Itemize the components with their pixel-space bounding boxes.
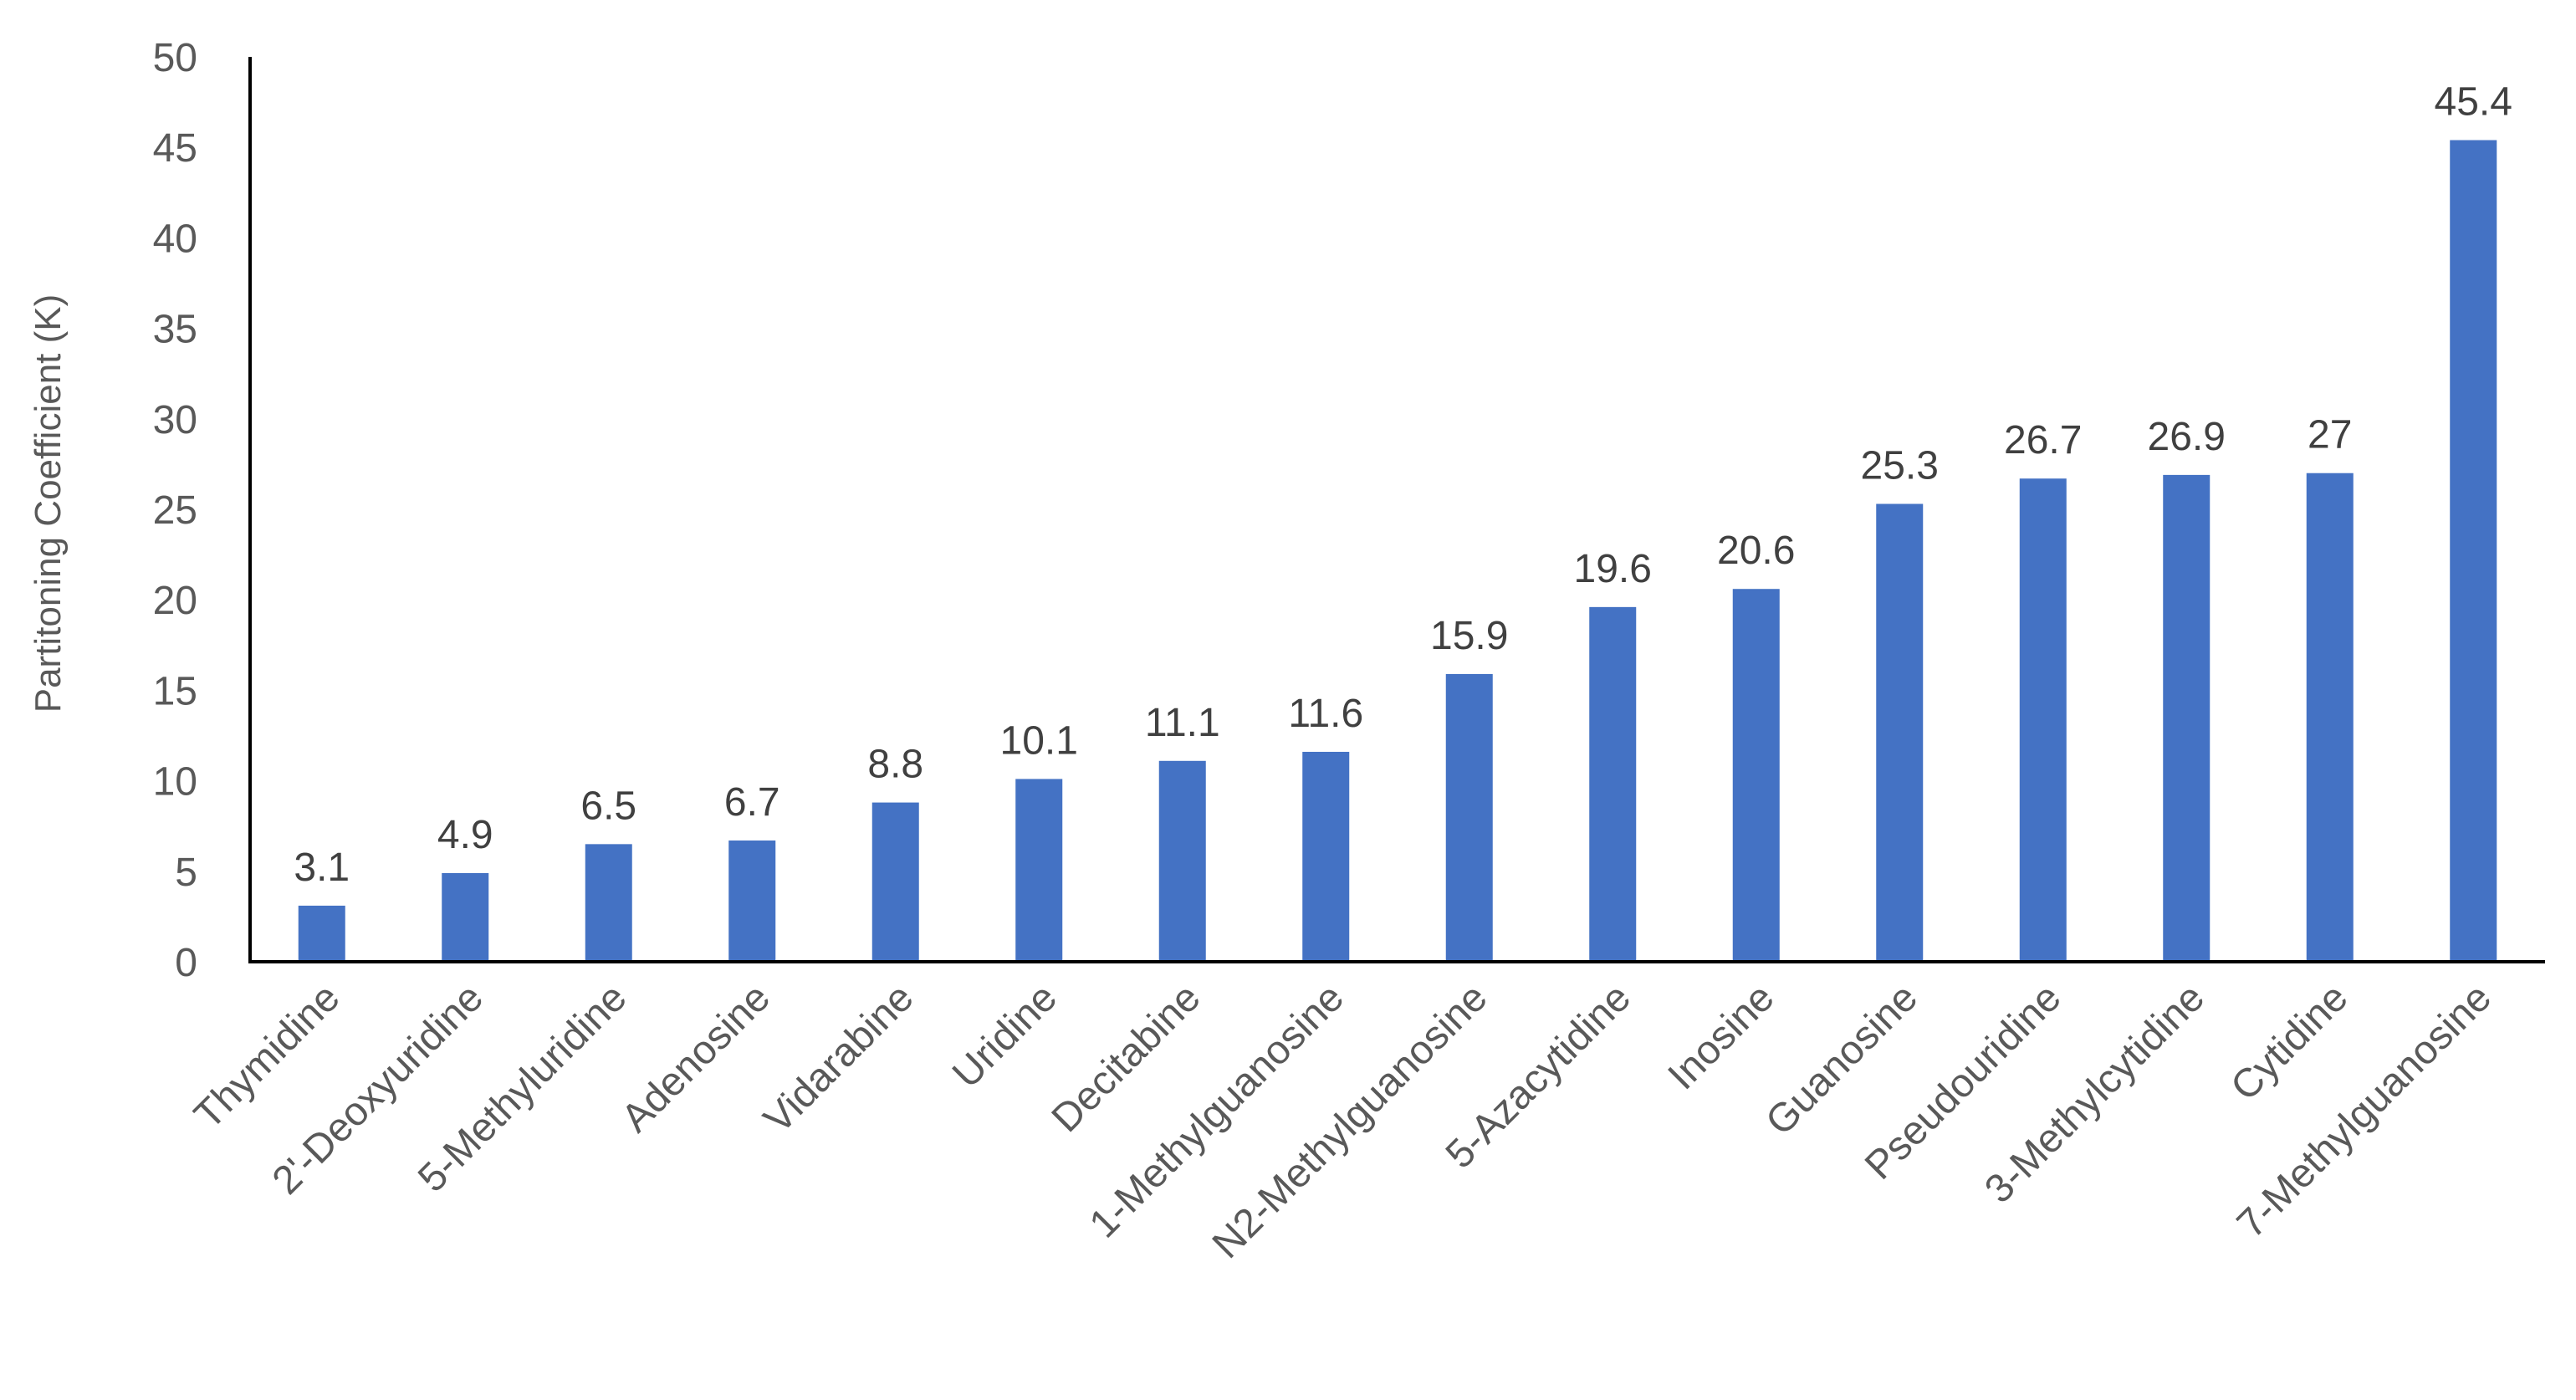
data-label: 10.1 — [1000, 718, 1078, 763]
bar — [442, 872, 489, 962]
category-label: 7-Methylguanosine — [2229, 975, 2500, 1246]
bars-group — [298, 140, 2497, 962]
bar — [1445, 673, 1493, 962]
bar — [1015, 779, 1063, 962]
data-label: 20.6 — [1717, 529, 1795, 573]
data-label: 19.6 — [1574, 547, 1652, 591]
data-label: 26.9 — [2148, 415, 2226, 459]
data-label: 27 — [2308, 413, 2352, 457]
y-tick-label: 40 — [153, 217, 197, 261]
bar — [1158, 760, 1206, 962]
y-tick-label: 50 — [153, 36, 197, 80]
y-tick-label: 10 — [153, 760, 197, 805]
y-tick-label: 35 — [153, 308, 197, 352]
bar — [2450, 140, 2497, 962]
data-label: 6.7 — [724, 780, 780, 825]
data-label: 45.4 — [2435, 80, 2512, 125]
bar — [2019, 478, 2067, 962]
bar — [1876, 503, 1924, 962]
y-tick-label: 0 — [175, 941, 197, 985]
bar — [871, 802, 919, 962]
data-label: 11.1 — [1145, 701, 1220, 745]
category-label: Uridine — [944, 975, 1066, 1096]
y-tick-label: 5 — [175, 851, 197, 895]
y-tick-label: 30 — [153, 398, 197, 442]
bar — [2163, 474, 2211, 962]
y-axis-ticks: 0 5 10 15 20 25 30 35 40 45 50 — [153, 36, 197, 985]
category-label: Vidarabine — [755, 975, 922, 1142]
category-label: 1-Methylguanosine — [1081, 975, 1352, 1246]
category-labels-group: Thymidine2'-Deoxyuridine5-MethyluridineA… — [186, 975, 2500, 1267]
bar — [1589, 606, 1637, 962]
data-label: 11.6 — [1288, 692, 1363, 736]
category-label: Inosine — [1660, 975, 1783, 1098]
y-tick-label: 25 — [153, 488, 197, 533]
data-label: 3.1 — [294, 846, 350, 890]
data-label: 4.9 — [437, 813, 493, 857]
bar — [1732, 589, 1780, 962]
bar — [1302, 751, 1350, 962]
y-tick-label: 45 — [153, 126, 197, 171]
bar — [2306, 473, 2354, 962]
bar — [298, 905, 345, 962]
bar — [728, 841, 776, 962]
category-label: N2-Methylguanosine — [1204, 975, 1496, 1267]
y-axis-title: Partitoning Coefficient (K) — [28, 294, 69, 713]
data-label: 26.7 — [2004, 418, 2082, 462]
bar — [585, 844, 632, 962]
y-tick-label: 15 — [153, 669, 197, 713]
category-label: Adenosine — [613, 975, 779, 1141]
data-label: 8.8 — [867, 743, 923, 787]
category-label: Cytidine — [2222, 975, 2356, 1109]
data-label: 15.9 — [1430, 614, 1508, 658]
y-tick-label: 20 — [153, 579, 197, 623]
data-label: 25.3 — [1861, 444, 1939, 488]
data-label: 6.5 — [580, 784, 636, 828]
data-labels-group: 3.1 4.9 6.5 6.7 8.8 10.1 11.1 11.6 15.9 19.6 20.6 2… — [294, 80, 2512, 890]
